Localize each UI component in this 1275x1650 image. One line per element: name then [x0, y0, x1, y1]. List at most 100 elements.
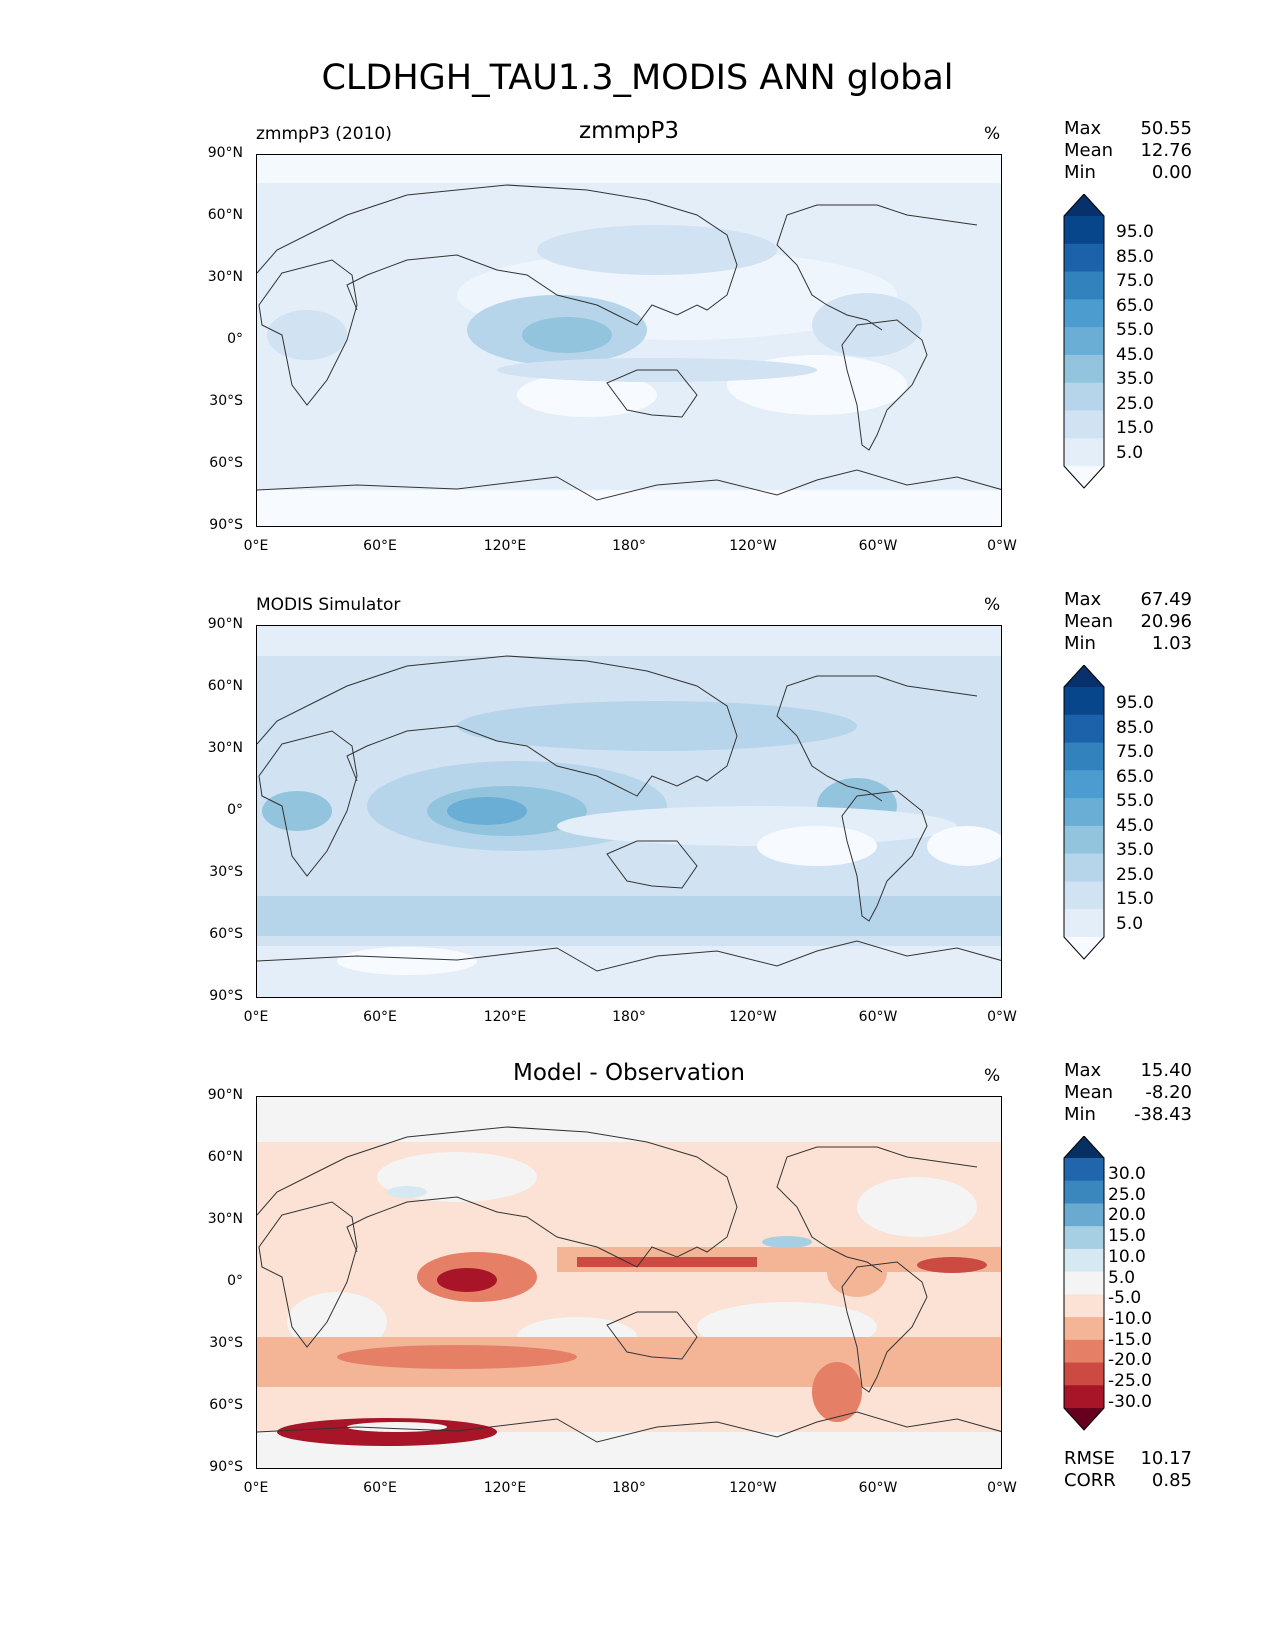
colorbar-label: 10.0 — [1108, 1246, 1146, 1267]
lat-tick: 30°S — [209, 1335, 243, 1351]
colorbar-segment — [1064, 216, 1104, 245]
colorbar-segment — [1064, 1248, 1104, 1273]
panel-1-left-title: zmmpP3 (2010) — [256, 124, 392, 144]
lat-tick: 30°N — [207, 740, 243, 756]
colorbar-segment — [1064, 438, 1104, 467]
colorbar-segment — [1064, 1339, 1104, 1364]
lat-tick: 90°S — [209, 517, 243, 533]
colorbar-segment — [1064, 1294, 1104, 1318]
lon-tick: 60°W — [858, 538, 898, 554]
colorbar-segment — [1064, 742, 1104, 771]
stat-value: 1.03 — [1151, 633, 1192, 654]
colorbar-label: 85.0 — [1116, 246, 1154, 267]
panel-2-stats: Max 67.49 Mean 20.96 Min 1.03 — [1064, 589, 1192, 655]
panel-2-coastlines — [257, 655, 1001, 972]
colorbar-segment — [1064, 1158, 1104, 1182]
colorbar-label: 20.0 — [1108, 1205, 1146, 1226]
panel-1-field — [257, 155, 1001, 526]
panel-3-center-title: Model - Observation — [512, 1060, 746, 1086]
panel-3-colorbar — [1063, 1136, 1105, 1431]
colorbar-segment — [1064, 327, 1104, 356]
stat-value: 20.96 — [1140, 611, 1192, 632]
colorbar-segment — [1064, 881, 1104, 910]
lon-tick: 0°W — [987, 538, 1017, 554]
lon-tick: 0°E — [243, 538, 269, 554]
lon-tick: 120°W — [729, 538, 777, 554]
lon-tick: 60°E — [363, 1009, 397, 1025]
stat-value: -38.43 — [1133, 1104, 1192, 1125]
lat-tick: 90°N — [207, 1087, 243, 1103]
stat-label: Max — [1064, 118, 1102, 139]
lat-tick: 60°N — [207, 207, 243, 223]
panel-1-stats: Max 50.55 Mean 12.76 Min 0.00 — [1064, 118, 1192, 184]
colorbar-extend-top — [1064, 1136, 1104, 1158]
colorbar-outline — [1063, 1136, 1105, 1431]
colorbar-label: 25.0 — [1116, 864, 1154, 885]
colorbar-segment — [1064, 410, 1104, 439]
panel-1-units: % — [984, 124, 1001, 144]
panel-3-extra-stats: RMSE 10.17 CORR 0.85 — [1064, 1448, 1192, 1492]
panel-2-field — [257, 626, 1001, 997]
panel-3-units: % — [984, 1066, 1001, 1086]
colorbar-label: 5.0 — [1116, 442, 1144, 463]
colorbar-label: -30.0 — [1108, 1391, 1152, 1412]
colorbar-label: -15.0 — [1108, 1329, 1152, 1350]
stat-label: CORR — [1064, 1470, 1116, 1491]
lat-tick: 30°S — [209, 393, 243, 409]
lon-tick: 180° — [612, 1009, 646, 1025]
lat-tick: 90°S — [209, 1459, 243, 1475]
colorbar-label: 65.0 — [1116, 766, 1154, 787]
panel-1-center-title: zmmpP3 — [579, 118, 679, 144]
lon-tick: 120°E — [483, 1009, 527, 1025]
panel-2-units: % — [984, 595, 1001, 615]
colorbar-label: -25.0 — [1108, 1371, 1152, 1391]
panel-3-coastlines — [257, 1126, 1001, 1443]
colorbar-label: 15.0 — [1116, 889, 1154, 909]
colorbar-segment — [1064, 354, 1104, 384]
stat-value: 15.40 — [1140, 1060, 1192, 1081]
colorbar-outline — [1063, 665, 1105, 960]
panel-2-map — [256, 625, 1002, 998]
colorbar-segment — [1064, 909, 1104, 938]
lon-tick: 180° — [612, 538, 646, 554]
colorbar-label: 55.0 — [1116, 791, 1154, 811]
colorbar-label: 30.0 — [1108, 1164, 1146, 1184]
colorbar-segment — [1064, 1180, 1104, 1204]
lon-tick: 60°E — [363, 538, 397, 554]
colorbar-label: 75.0 — [1116, 271, 1154, 291]
stat-label: Mean — [1064, 611, 1114, 632]
lon-tick: 60°E — [363, 1480, 397, 1496]
lat-tick: 0° — [227, 331, 243, 347]
figure-title: CLDHGH_TAU1.3_MODIS ANN global — [321, 58, 954, 98]
stat-label: Max — [1064, 589, 1102, 610]
colorbar-segment — [1064, 798, 1104, 827]
colorbar-label: 15.0 — [1108, 1226, 1146, 1247]
colorbar-segment — [1064, 825, 1104, 855]
stat-label: RMSE — [1064, 1448, 1115, 1469]
colorbar-label: 45.0 — [1116, 344, 1154, 365]
colorbar-label: 25.0 — [1116, 393, 1154, 414]
colorbar-label: 75.0 — [1116, 742, 1154, 762]
lat-tick: 0° — [227, 802, 243, 818]
panel-3-field — [257, 1097, 1001, 1468]
stat-label: Mean — [1064, 140, 1114, 161]
lat-tick: 30°N — [207, 269, 243, 285]
lon-tick: 0°W — [987, 1480, 1017, 1496]
lat-tick: 60°N — [207, 1149, 243, 1165]
colorbar-segment — [1064, 243, 1104, 273]
colorbar-extend-top — [1064, 194, 1104, 216]
colorbar-segment — [1064, 1385, 1104, 1409]
colorbar-segment — [1064, 1203, 1104, 1227]
colorbar-segment — [1064, 1271, 1104, 1295]
colorbar-label: 45.0 — [1116, 815, 1154, 836]
colorbar-label: 55.0 — [1116, 320, 1154, 340]
colorbar-extend-top — [1064, 665, 1104, 687]
lat-tick: 30°S — [209, 864, 243, 880]
lon-tick: 120°E — [483, 538, 527, 554]
lat-tick: 60°S — [209, 1397, 243, 1413]
colorbar-extend-bottom — [1064, 937, 1104, 959]
panel-1-map — [256, 154, 1002, 527]
lat-tick: 90°N — [207, 145, 243, 161]
stat-value: -8.20 — [1145, 1082, 1192, 1103]
colorbar-label: 65.0 — [1116, 295, 1154, 316]
